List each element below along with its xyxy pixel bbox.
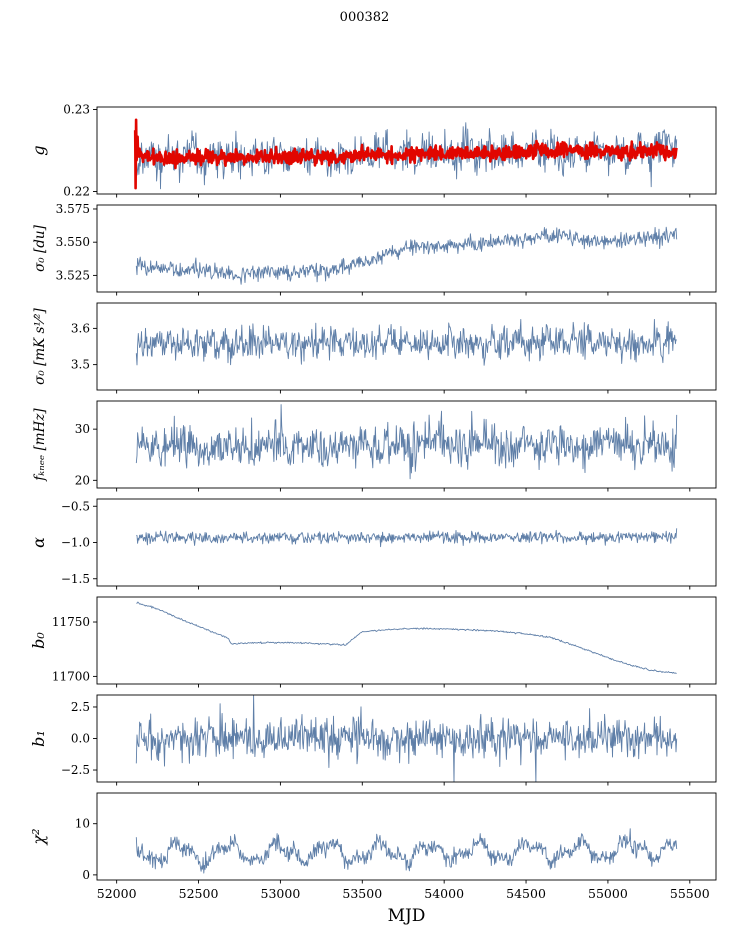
y-tick-label: 11750 — [52, 615, 90, 629]
series-line-fknee — [135, 404, 678, 480]
y-tick-label: 20 — [75, 473, 90, 487]
series-group — [135, 318, 677, 366]
y-axis-label: g — [29, 145, 48, 155]
subplot-1: 3.525 3.550 3.575 σ₀ [du] — [32, 202, 717, 296]
y-tick-label: 0.23 — [63, 102, 90, 116]
y-tick-label: 3.550 — [56, 235, 90, 249]
y-axis-label: σ₀ [mK s¹⁄²] — [32, 307, 48, 384]
y-axis-label: α — [29, 537, 48, 548]
axes-frame — [96, 302, 717, 391]
series-line-sigma0-du — [135, 226, 678, 285]
x-tick-label: 53000 — [261, 886, 301, 901]
series-group — [133, 118, 678, 190]
figure-title: 000382 — [339, 10, 390, 25]
subplot-6: −2.5 0.0 2.5 b₁ — [29, 694, 717, 786]
axes-frame — [96, 596, 717, 685]
series-line-b0 — [136, 601, 677, 674]
y-tick-label: 0.22 — [63, 185, 90, 199]
y-tick-label: 30 — [75, 422, 90, 436]
y-tick-label: −0.5 — [61, 499, 90, 513]
subplot-3: 20 30 fₖₙₑₑ [mHz] — [32, 400, 717, 492]
series-group — [135, 404, 678, 480]
series-group — [135, 226, 678, 285]
y-tick-label: 10 — [75, 817, 90, 831]
y-tick-label: 3.5 — [71, 358, 90, 372]
y-tick-label: 0.0 — [71, 732, 90, 746]
axes-frame — [96, 204, 717, 293]
x-tick-label: 55500 — [670, 886, 710, 901]
y-tick-label: −1.5 — [61, 572, 90, 586]
series-group — [135, 828, 678, 874]
subplot-2: 3.5 3.6 σ₀ [mK s¹⁄²] — [32, 302, 717, 394]
series-line-sigma0-mk — [135, 318, 677, 366]
y-axis-label: b₁ — [29, 730, 48, 747]
axes-frame — [96, 400, 717, 489]
y-axis-label: χ² — [29, 828, 48, 845]
y-axis-label: b₀ — [29, 632, 48, 649]
subplot-4: −0.5 −1.0 −1.5 α — [29, 498, 717, 590]
y-tick-label: −1.0 — [61, 536, 90, 550]
series-line-g-raw — [135, 122, 678, 190]
y-tick-label: 11700 — [52, 669, 90, 683]
x-tick-label: 55000 — [588, 886, 628, 901]
y-tick-label: 2.5 — [71, 700, 90, 714]
y-tick-label: 3.575 — [56, 202, 90, 216]
series-line-b1 — [135, 695, 678, 782]
x-tick-label: 53500 — [342, 886, 382, 901]
x-tick-label: 52500 — [179, 886, 219, 901]
series-group — [136, 601, 677, 674]
y-axis-label: σ₀ [du] — [32, 224, 48, 272]
y-tick-label: −2.5 — [61, 763, 90, 777]
y-tick-label: 0 — [82, 868, 90, 882]
x-tick-label: 54500 — [506, 886, 546, 901]
subplot-5: 11700 11750 b₀ — [29, 596, 717, 688]
x-tick-label: 54000 — [424, 886, 464, 901]
series-line-g-smoothed — [133, 118, 678, 190]
axes-frame — [96, 792, 717, 881]
axes-frame — [96, 498, 717, 587]
x-tick-label: 52000 — [97, 886, 137, 901]
axes-frame — [96, 106, 717, 195]
y-tick-label: 3.6 — [71, 321, 90, 335]
y-tick-label: 3.525 — [56, 268, 90, 282]
subplot-7: 0 10 χ² — [29, 792, 717, 884]
series-group — [135, 695, 678, 782]
series-group — [136, 528, 678, 548]
series-line-alpha — [136, 528, 678, 548]
subplot-0: 0.22 0.23 g — [29, 102, 717, 199]
y-axis-label: fₖₙₑₑ [mHz] — [32, 408, 48, 482]
series-line-chi2 — [135, 828, 678, 874]
x-axis-label: MJD — [387, 906, 426, 926]
